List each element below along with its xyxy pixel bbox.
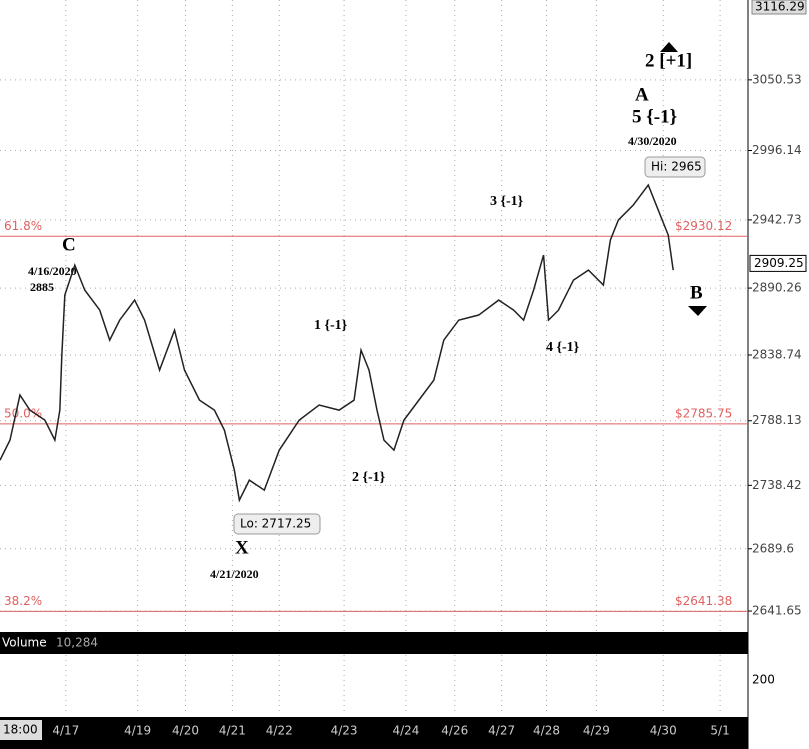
last-price: 2909.25 [754, 256, 804, 270]
annotation: A [635, 84, 649, 105]
annotation: 3 {-1} [490, 194, 524, 209]
x-tick-label: 4/26 [441, 724, 468, 738]
annotation: 4 {-1} [546, 340, 580, 355]
annotation: X [235, 537, 249, 558]
time-label: 18:00 [3, 723, 38, 737]
time-box [0, 720, 42, 740]
annotation: 2 [+1] [645, 50, 692, 71]
annotation: 5 {-1} [632, 106, 677, 127]
y-tick-label: 3050.53 [752, 72, 802, 86]
annotation: 2885 [30, 280, 54, 294]
volume-title: Volume [2, 636, 47, 650]
annotation: 4/30/2020 [628, 134, 677, 148]
fib-price: $2930.12 [675, 219, 732, 233]
last-price-box [749, 254, 807, 272]
x-tick-label: 4/29 [583, 724, 610, 738]
x-tick-label: 4/21 [219, 724, 246, 738]
y-tick-label: 2738.42 [752, 478, 802, 492]
hi-label: Hi: 2965 [651, 160, 702, 174]
arrow-down [688, 306, 707, 316]
volume-tick: 200 [752, 673, 775, 687]
fib-price: $2641.38 [675, 594, 732, 608]
volume-value: 10,284 [56, 636, 98, 650]
x-tick-label: 4/20 [172, 724, 199, 738]
x-tick-label: 4/24 [392, 724, 419, 738]
x-tick-label: 4/27 [488, 724, 515, 738]
annotation: 4/21/2020 [210, 567, 259, 581]
date-axis-bg [0, 717, 748, 749]
x-tick-label: 4/28 [533, 724, 560, 738]
x-tick-label: 4/17 [52, 724, 79, 738]
arrow-up [660, 42, 678, 52]
lo-label: Lo: 2717.25 [240, 517, 311, 531]
fib-pct: 50.0% [4, 406, 42, 420]
annotation: 2 {-1} [352, 470, 386, 485]
x-tick-label: 4/30 [650, 724, 677, 738]
fib-price: $2785.75 [675, 406, 732, 420]
y-tick-label: 2788.13 [752, 413, 802, 427]
fib-pct: 38.2% [4, 594, 42, 608]
annotation: B [690, 282, 703, 303]
y-tick-label: 2641.65 [752, 604, 802, 618]
lo-box [233, 513, 321, 535]
y-tick-label: 2838.74 [752, 348, 802, 362]
y-tick-label: 2942.73 [752, 212, 802, 226]
axis-bg [748, 0, 809, 749]
top-label-box [751, 0, 807, 15]
price-line [0, 183, 674, 503]
top-label: 3116.29 [755, 0, 805, 14]
y-tick-label: 2996.14 [752, 143, 802, 157]
x-tick-label: 4/23 [331, 724, 358, 738]
x-tick-label: 5/1 [710, 724, 729, 738]
annotation: 4/16/2020 [28, 264, 77, 278]
hi-box [644, 156, 706, 178]
y-tick-label: 2890.26 [752, 281, 802, 295]
x-tick-label: 4/19 [124, 724, 151, 738]
annotation: C [62, 234, 76, 255]
fib-pct: 61.8% [4, 219, 42, 233]
volume-header [0, 632, 748, 654]
x-tick-label: 4/22 [266, 724, 293, 738]
annotation: 1 {-1} [314, 318, 348, 333]
y-tick-label: 2689.6 [752, 541, 794, 555]
